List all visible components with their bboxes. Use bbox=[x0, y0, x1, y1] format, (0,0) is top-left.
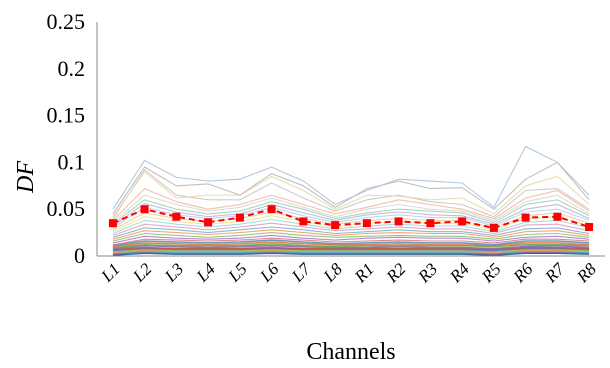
series-line bbox=[112, 241, 590, 248]
series-line bbox=[112, 248, 590, 253]
highlight-series-point bbox=[394, 217, 403, 226]
series-line bbox=[112, 232, 590, 242]
series-line bbox=[112, 169, 590, 219]
y-tick-label: 0.2 bbox=[58, 56, 86, 81]
x-tick-label: L4 bbox=[192, 259, 219, 286]
highlight-series-point bbox=[204, 218, 213, 227]
series-line bbox=[112, 237, 590, 246]
series-line bbox=[112, 206, 590, 229]
x-tick-label: L7 bbox=[287, 258, 315, 286]
series-line bbox=[112, 222, 590, 236]
series-line bbox=[112, 250, 590, 255]
highlight-series-point bbox=[521, 213, 530, 222]
x-axis-title: Channels bbox=[306, 339, 395, 365]
x-tick-labels: L1 L2 L3 L4 L5 L6 L7 L8 R1 R2 R3 R4 R5 R6 R7 R8 bbox=[97, 258, 600, 287]
x-tick-label: R3 bbox=[414, 259, 441, 286]
series-line bbox=[112, 239, 590, 247]
highlight-series-point bbox=[553, 212, 562, 221]
highlight-series-point bbox=[489, 223, 498, 232]
y-tick-label: 0.05 bbox=[47, 196, 86, 221]
y-tick-label: 0.15 bbox=[47, 103, 86, 128]
series-line bbox=[112, 249, 590, 254]
highlight-series-point bbox=[331, 221, 340, 230]
highlight-series-point bbox=[235, 213, 244, 222]
x-tick-label: R8 bbox=[572, 259, 600, 287]
x-tick-label: R1 bbox=[350, 259, 377, 286]
x-tick-label: L2 bbox=[129, 259, 156, 286]
series-line bbox=[112, 247, 590, 252]
series-line bbox=[112, 215, 590, 233]
axes-layer bbox=[96, 22, 605, 257]
series-line bbox=[112, 199, 590, 225]
x-tick-label: L8 bbox=[319, 259, 346, 286]
series-line bbox=[112, 170, 590, 218]
series-line bbox=[112, 203, 590, 227]
series-line bbox=[112, 234, 590, 244]
x-tick-label: R7 bbox=[541, 258, 570, 287]
highlight-series-point bbox=[108, 219, 117, 228]
highlight-series-line bbox=[112, 208, 590, 229]
series-line bbox=[112, 226, 590, 238]
x-tick-label: R2 bbox=[382, 259, 410, 287]
series-line bbox=[112, 251, 590, 255]
x-tick-label: L6 bbox=[256, 259, 283, 286]
x-tick-label: R4 bbox=[445, 259, 473, 287]
x-tick-label: L1 bbox=[97, 259, 124, 286]
series-line bbox=[112, 246, 590, 251]
series-line bbox=[112, 242, 590, 249]
series-line bbox=[112, 194, 590, 223]
highlight-series-point bbox=[362, 219, 371, 228]
x-tick-label: R6 bbox=[509, 259, 537, 287]
y-tick-label: 0.1 bbox=[58, 149, 86, 174]
series-line bbox=[112, 244, 590, 250]
highlight-series-point bbox=[585, 223, 594, 231]
highlight-series-point bbox=[267, 205, 276, 214]
x-tick-label: R5 bbox=[477, 259, 504, 286]
highlight-series-point bbox=[299, 217, 308, 226]
series-line bbox=[112, 218, 590, 235]
y-tick-label: 0 bbox=[74, 243, 85, 268]
series-line bbox=[112, 187, 590, 221]
y-axis-title: DF bbox=[13, 161, 39, 194]
series-line bbox=[112, 229, 590, 240]
series-layer bbox=[112, 145, 590, 256]
highlight-series-layer bbox=[108, 205, 594, 232]
series-line bbox=[112, 252, 590, 256]
highlight-series-point bbox=[426, 219, 435, 228]
highlight-series-point bbox=[140, 205, 149, 214]
y-tick-label: 0.25 bbox=[47, 9, 86, 34]
x-tick-label: L3 bbox=[160, 259, 187, 286]
series-line bbox=[112, 145, 590, 210]
highlight-series-point bbox=[458, 217, 467, 226]
y-tick-labels: 0 0.05 0.1 0.15 0.2 0.25 bbox=[47, 9, 86, 268]
highlight-series-point bbox=[172, 212, 181, 221]
x-tick-label: L5 bbox=[224, 259, 251, 286]
